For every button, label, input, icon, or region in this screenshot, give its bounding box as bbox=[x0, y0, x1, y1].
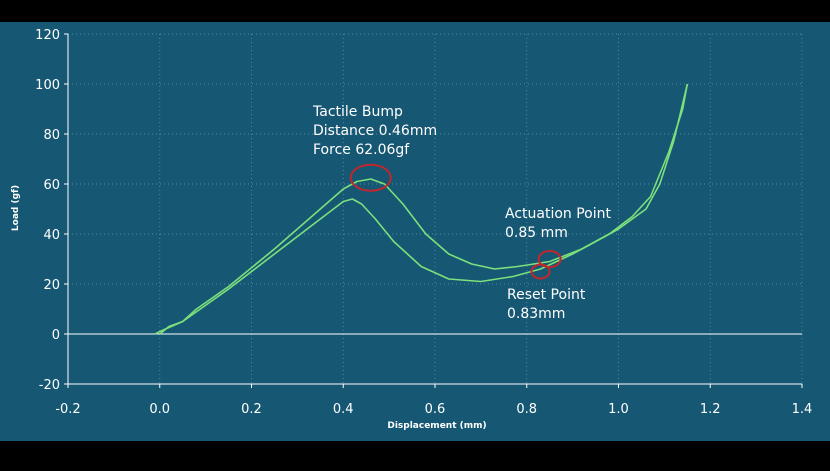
actuation-point-label-line: Actuation Point bbox=[505, 206, 612, 222]
x-tick-label: 0.8 bbox=[516, 402, 537, 417]
x-tick-label: -0.2 bbox=[55, 402, 80, 417]
top-frame-band bbox=[0, 0, 830, 22]
plot-background bbox=[0, 22, 830, 441]
y-tick-label: 80 bbox=[43, 128, 60, 143]
x-tick-label: 0.0 bbox=[149, 402, 170, 417]
y-tick-label: 40 bbox=[43, 228, 60, 243]
actuation-point-marker bbox=[537, 250, 562, 268]
series-layer bbox=[154, 83, 689, 335]
x-axis-title: Displacement (mm) bbox=[387, 421, 486, 431]
series-release-line bbox=[154, 83, 689, 335]
y-tick-label: 60 bbox=[43, 178, 60, 193]
tactile-bump-label-line: Tactile Bump bbox=[312, 104, 403, 120]
x-tick-label: 1.2 bbox=[700, 402, 721, 417]
bottom-frame-band bbox=[0, 441, 830, 467]
tactile-bump-marker bbox=[349, 163, 392, 192]
reset-point-label-line: 0.83mm bbox=[507, 306, 565, 322]
axis-layer: -20 0 20 40 60 80 100 120 -0.2 0.0 0.2 0.4 0.6 0.8 1.0… bbox=[35, 28, 812, 417]
y-tick-label: 20 bbox=[43, 278, 60, 293]
y-tick-label: 120 bbox=[35, 28, 60, 43]
tactile-bump-label-line: Force 62.06gf bbox=[313, 142, 410, 158]
y-tick-label: 0 bbox=[52, 328, 60, 343]
x-tick-label: 1.0 bbox=[608, 402, 629, 417]
series-press-line bbox=[159, 83, 689, 335]
actuation-point-label: Actuation Point 0.85 mm bbox=[505, 206, 612, 241]
actuation-point-label-line: 0.85 mm bbox=[505, 225, 568, 241]
y-tick-label: 100 bbox=[35, 78, 60, 93]
y-tick-label: -20 bbox=[39, 378, 60, 393]
annotation-layer: Tactile Bump Distance 0.46mm Force 62.06gf… bbox=[312, 104, 612, 322]
y-axis-title: Load (gf) bbox=[11, 185, 21, 231]
reset-point-label-line: Reset Point bbox=[507, 287, 586, 303]
x-tick-label: 0.4 bbox=[333, 402, 354, 417]
reset-point-label: Reset Point 0.83mm bbox=[507, 287, 586, 322]
tactile-bump-label: Tactile Bump Distance 0.46mm Force 62.06gf bbox=[312, 104, 437, 158]
reset-point-marker bbox=[530, 263, 551, 280]
x-tick-label: 0.6 bbox=[425, 402, 446, 417]
tactile-bump-label-line: Distance 0.46mm bbox=[313, 123, 437, 139]
x-tick-label: 1.4 bbox=[792, 402, 813, 417]
x-tick-label: 0.2 bbox=[241, 402, 262, 417]
